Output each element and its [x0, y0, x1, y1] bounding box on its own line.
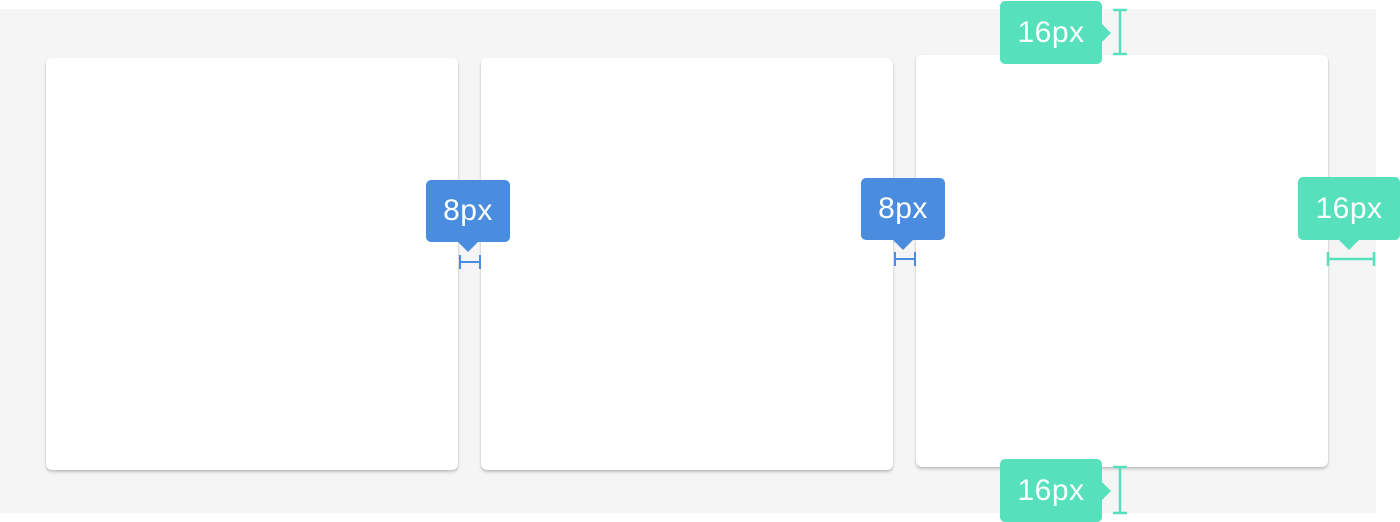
gutter-label-2-text: 8px — [878, 192, 928, 225]
gutter-label-2: 8px — [861, 178, 945, 250]
card-1 — [46, 58, 458, 470]
vertical-measure-icon — [1113, 8, 1127, 56]
gutter-label-1: 8px — [426, 180, 510, 252]
horizontal-measure-icon — [1326, 252, 1376, 266]
card-3 — [916, 55, 1328, 467]
top-margin-label-text: 16px — [1017, 15, 1085, 49]
gutter-label-1-text: 8px — [443, 194, 493, 227]
top-margin-label: 16px — [1000, 1, 1111, 64]
right-margin-label-text: 16px — [1315, 191, 1383, 225]
vertical-measure-icon — [1113, 465, 1127, 515]
bottom-margin-label: 16px — [1000, 459, 1111, 522]
card-2 — [481, 58, 893, 470]
bottom-margin-label-text: 16px — [1017, 473, 1085, 507]
horizontal-measure-icon — [459, 255, 481, 269]
horizontal-measure-icon — [894, 252, 916, 266]
right-margin-label: 16px — [1298, 177, 1400, 250]
